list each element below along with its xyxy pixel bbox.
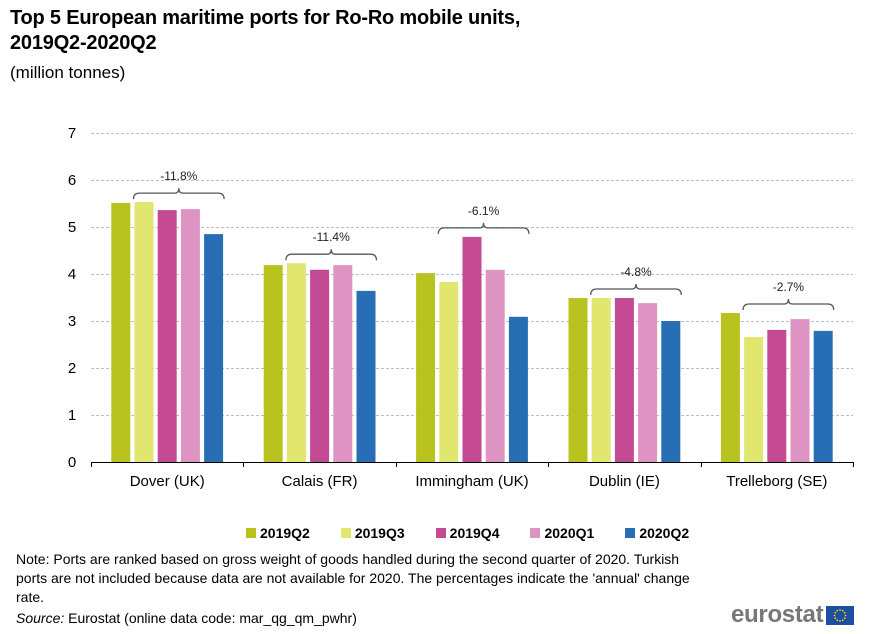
brace-annotation [590, 283, 682, 296]
bar-2020q2-3 [661, 321, 681, 462]
legend-swatch [340, 528, 351, 538]
change-label: -11.8% [160, 169, 197, 183]
bar-2019q3-2 [439, 282, 459, 462]
change-annotations: -11.8% -11.4% -6.1% -4.8% -2.7% [132, 169, 835, 311]
y-tick-label: 2 [68, 360, 76, 377]
legend-label: 2019Q3 [354, 525, 405, 541]
bar-2019q3-3 [591, 298, 611, 462]
y-tick-label: 0 [68, 454, 76, 471]
y-tick-label: 5 [68, 219, 76, 236]
chart-title-line-2: 2019Q2-2020Q2 [10, 32, 157, 54]
brace-annotation [285, 249, 378, 261]
bar-2019q2-4 [720, 313, 740, 462]
change-label: -2.7% [773, 280, 805, 294]
eu-star-icon [844, 614, 847, 616]
bar-2020q1-0 [180, 209, 200, 462]
bar-2019q3-4 [744, 337, 764, 462]
eu-star-icon [833, 614, 836, 616]
legend-swatch [530, 528, 541, 538]
x-category-label: Calais (FR) [282, 473, 358, 490]
eu-star-icon [844, 616, 846, 619]
legend-item: 2020Q1 [530, 525, 594, 541]
change-label: -4.8% [620, 265, 652, 279]
eu-star-icon [836, 609, 839, 612]
footnote: Note: Ports are ranked based on gross we… [16, 551, 690, 605]
bar-2020q2-0 [204, 234, 224, 462]
brace-annotation [437, 222, 530, 234]
y-tick-label: 4 [68, 266, 76, 283]
bar-2019q2-3 [568, 298, 588, 462]
eu-star-icon [834, 616, 837, 619]
legend-label: 2020Q2 [639, 525, 690, 541]
legend-item: 2019Q3 [340, 525, 405, 541]
source-label: Source: [16, 610, 65, 626]
eu-star-icon [839, 608, 842, 611]
brace-annotation [742, 298, 835, 311]
bar-2019q4-0 [157, 210, 177, 462]
legend-swatch [246, 528, 256, 538]
bar-2020q1-3 [638, 303, 658, 462]
bars [111, 202, 833, 462]
bar-2020q1-4 [790, 319, 810, 462]
change-label: -11.4% [313, 230, 350, 244]
chart-title-line-1: Top 5 European maritime ports for Ro-Ro … [10, 7, 521, 29]
y-tick-label: 6 [68, 172, 76, 189]
source-line: Source: Eurostat (online data code: mar_… [16, 609, 357, 628]
eu-star-icon [842, 609, 844, 612]
y-tick-label: 1 [68, 407, 76, 424]
legend: 2019Q2 2019Q3 2019Q4 2020Q1 2020Q2 [246, 525, 720, 541]
bar-2019q4-3 [614, 298, 634, 462]
x-category-label: Immingham (UK) [415, 473, 528, 490]
eu-star-icon [834, 611, 837, 614]
legend-label: 2020Q1 [544, 525, 595, 541]
bar-2020q1-2 [485, 269, 505, 462]
eu-star-icon [844, 611, 846, 614]
bar-2019q4-1 [310, 269, 330, 462]
bar-2020q2-1 [356, 290, 376, 462]
bar-2019q2-0 [111, 203, 131, 462]
chart-title: Top 5 European maritime ports for Ro-Ro … [10, 6, 520, 56]
bar-2020q1-1 [333, 265, 353, 462]
eurostat-logo: eurostat [731, 601, 855, 628]
eu-star-icon [842, 618, 844, 621]
legend-item: 2019Q4 [435, 525, 500, 541]
bar-2019q4-4 [767, 329, 787, 462]
bar-2019q4-2 [462, 236, 482, 462]
source-text: Eurostat (online data code: mar_qg_qm_pw… [64, 610, 357, 626]
y-axis-ticks: 0 1 2 3 4 5 6 7 [68, 125, 76, 471]
bar-2019q2-2 [416, 273, 436, 462]
x-category-label: Dover (UK) [130, 473, 205, 490]
x-axis: Dover (UK) Calais (FR) Immingham (UK) Dubli… [91, 462, 854, 490]
eurostat-logo-text: eurostat [731, 601, 824, 628]
bar-2019q3-1 [286, 263, 306, 462]
chart-subtitle: (million tonnes) [10, 63, 126, 82]
bar-2020q2-4 [813, 330, 833, 462]
bar-2019q3-0 [134, 202, 154, 462]
legend-label: 2019Q2 [260, 525, 310, 541]
y-tick-label: 7 [68, 125, 76, 142]
legend-label: 2019Q4 [449, 525, 500, 541]
x-category-label: Trelleborg (SE) [726, 473, 827, 490]
change-label: -6.1% [468, 204, 500, 218]
legend-item: 2019Q2 [246, 525, 310, 541]
x-category-label: Dublin (IE) [589, 473, 660, 490]
eu-star-icon [839, 619, 842, 622]
bar-chart: 0 1 2 3 4 5 6 7 -11.8% -11.4% -6.1% -4.8% -2.7% Dov… [68, 125, 854, 490]
legend-swatch [435, 528, 446, 538]
brace-annotation [132, 188, 225, 200]
legend-item: 2020Q2 [625, 525, 689, 541]
eu-flag-icon [826, 605, 855, 625]
eu-star-icon [836, 618, 839, 621]
bar-2020q2-2 [508, 316, 528, 462]
y-tick-label: 3 [68, 313, 76, 330]
legend-swatch [625, 528, 636, 538]
bar-2019q2-1 [263, 265, 283, 462]
